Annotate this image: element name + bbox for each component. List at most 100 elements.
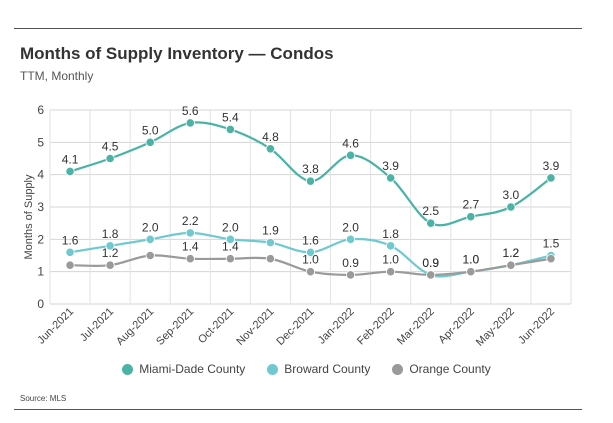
data-point (345, 270, 356, 280)
data-label: 4.8 (262, 130, 279, 144)
data-point (265, 254, 276, 264)
data-label: 1.5 (543, 237, 560, 251)
data-label: 3.9 (543, 159, 560, 173)
data-point (386, 267, 396, 277)
data-label: 1.6 (302, 233, 319, 247)
data-label: 1.2 (102, 246, 119, 260)
data-label: 1.2 (503, 246, 520, 260)
data-label: 0.9 (342, 256, 359, 270)
data-point (65, 260, 75, 270)
legend-marker (122, 363, 134, 375)
data-label: 4.1 (62, 152, 79, 166)
data-label: 2.7 (462, 198, 479, 212)
data-point (265, 144, 276, 154)
data-label: 1.0 (462, 253, 479, 267)
data-label: 1.6 (62, 233, 79, 247)
data-point (506, 260, 516, 270)
data-point (145, 234, 155, 244)
data-point (506, 202, 516, 212)
data-point (225, 254, 235, 264)
data-point (305, 267, 316, 277)
data-point (105, 241, 115, 251)
data-label: 2.0 (222, 220, 239, 234)
data-point (105, 153, 115, 164)
legend-label: Miami-Dade County (139, 362, 246, 376)
x-tick-label: May-2022 (474, 306, 517, 349)
data-point (305, 176, 316, 186)
data-point (225, 124, 235, 134)
data-point (185, 254, 195, 264)
data-label: 0.9 (422, 256, 439, 270)
data-point (386, 173, 396, 183)
y-tick-label: 5 (37, 135, 44, 149)
y-tick-label: 3 (37, 200, 44, 214)
data-point (466, 212, 476, 222)
data-label: 0.9 (422, 256, 439, 270)
data-label: 2.2 (182, 214, 199, 228)
data-label: 3.0 (503, 188, 520, 202)
legend-marker (392, 363, 404, 375)
top-rule (14, 28, 582, 29)
data-point (386, 241, 396, 251)
x-tick-label: Nov-2021 (234, 306, 276, 348)
chart-title: Months of Supply Inventory — Condos (20, 44, 334, 63)
x-tick-label: Sep-2021 (154, 306, 196, 348)
data-point (225, 234, 235, 244)
data-label: 5.4 (222, 110, 239, 124)
x-tick-label: Feb-2022 (355, 306, 397, 348)
data-label: 3.9 (382, 159, 399, 173)
data-point (466, 267, 476, 277)
legend-item: Orange County (392, 362, 491, 376)
x-tick-label: Jun-2022 (516, 306, 557, 347)
source-note: Source: MLS (20, 394, 67, 403)
legend-item: Broward County (267, 362, 370, 376)
x-tick-label: Oct-2021 (196, 306, 236, 346)
legend-label: Broward County (284, 362, 371, 376)
data-point (185, 118, 195, 128)
legend-marker (267, 363, 279, 375)
data-label: 4.6 (342, 136, 359, 150)
data-point (426, 270, 436, 280)
data-label: 1.0 (382, 253, 399, 267)
y-axis-label: Months of Supply (23, 174, 35, 259)
data-label: 1.9 (262, 224, 279, 238)
data-point (345, 234, 356, 244)
data-label: 1.8 (102, 227, 119, 241)
x-tick-label: Apr-2022 (436, 306, 476, 346)
legend-label: Orange County (409, 362, 491, 376)
data-point (546, 173, 556, 183)
data-label: 1.4 (182, 240, 199, 254)
chart-legend: Miami-Dade County Broward County Orange Co… (0, 362, 613, 376)
data-point (546, 254, 556, 264)
data-point (145, 137, 155, 147)
x-tick-label: Jul-2021 (78, 306, 116, 344)
data-label: 4.5 (102, 140, 119, 154)
data-point (305, 247, 316, 257)
data-label: 1.2 (503, 246, 520, 260)
data-label: 1.0 (302, 253, 319, 267)
data-point (65, 247, 75, 257)
data-label: 5.6 (182, 104, 199, 118)
x-tick-label: Jun-2021 (35, 306, 76, 347)
data-label: 5.0 (142, 123, 159, 137)
data-label: 2.0 (342, 220, 359, 234)
data-point (265, 237, 276, 248)
x-tick-label: Jan-2022 (316, 306, 357, 347)
y-tick-label: 0 (37, 297, 44, 311)
data-label: 3.8 (302, 162, 319, 176)
x-tick-label: Dec-2021 (274, 306, 316, 348)
bottom-rule (14, 409, 582, 410)
data-label: 1.0 (462, 253, 479, 267)
data-point (145, 250, 155, 261)
data-label: 2.5 (422, 204, 439, 218)
data-point (426, 218, 436, 228)
x-tick-label: Mar-2022 (395, 306, 437, 348)
y-tick-label: 2 (37, 232, 44, 246)
data-point (345, 150, 356, 160)
chart-subtitle: TTM, Monthly (20, 69, 94, 83)
legend-item: Miami-Dade County (122, 362, 245, 376)
data-point (105, 260, 115, 270)
y-tick-label: 6 (37, 103, 44, 117)
data-label: 1.4 (222, 240, 239, 254)
